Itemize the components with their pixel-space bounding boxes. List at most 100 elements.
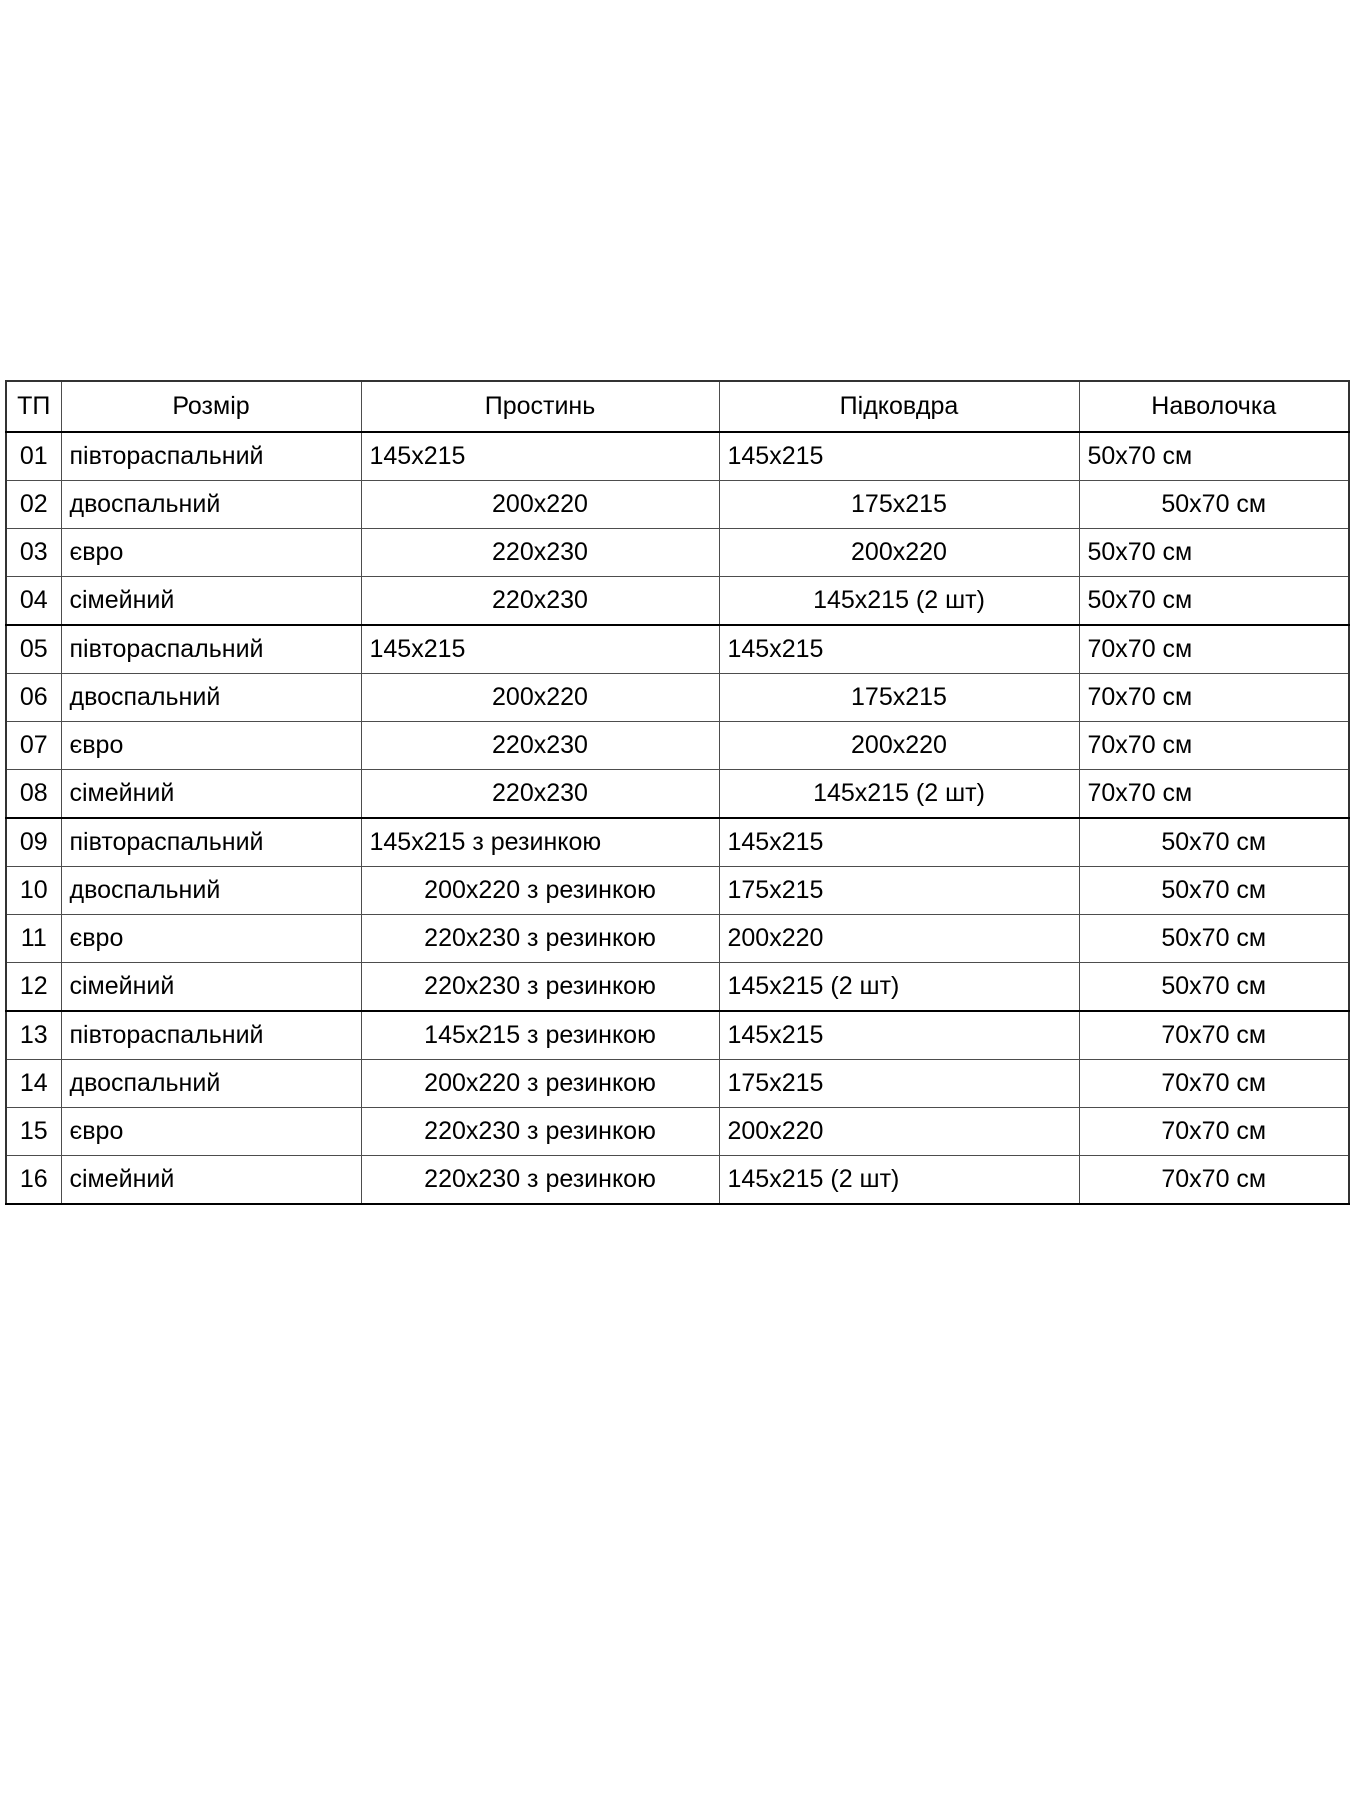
cell-pillow: 70x70 см bbox=[1078, 1107, 1350, 1156]
cell-duvet: 175x215 bbox=[718, 866, 1080, 915]
cell-size: сімейний bbox=[60, 962, 362, 1012]
cell-duvet: 145x215 (2 шт) bbox=[718, 1155, 1080, 1205]
table-header-row: ТП Розмір Простинь Підковдра Наволочка bbox=[5, 380, 1350, 433]
column-header-pillow: Наволочка bbox=[1078, 380, 1350, 433]
cell-duvet: 200x220 bbox=[718, 1107, 1080, 1156]
table-row: 06 двоспальний 200x220 175x215 70x70 см bbox=[5, 673, 1350, 722]
column-header-tp: ТП bbox=[5, 380, 62, 433]
table-row: 16 сімейний 220x230 з резинкою 145x215 (2 ш… bbox=[5, 1155, 1350, 1205]
table-row: 02 двоспальний 200x220 175x215 50x70 см bbox=[5, 480, 1350, 529]
cell-size: двоспальний bbox=[60, 1059, 362, 1108]
cell-duvet: 200x220 bbox=[718, 528, 1080, 577]
cell-tp: 05 bbox=[5, 624, 62, 674]
cell-tp: 11 bbox=[5, 914, 62, 963]
column-header-duvet: Підковдра bbox=[718, 380, 1080, 433]
cell-size: сімейний bbox=[60, 769, 362, 819]
table-row: 01 півтораспальний 145x215 145x215 50x70 см bbox=[5, 431, 1350, 481]
cell-sheet: 220x230 з резинкою bbox=[360, 962, 720, 1012]
cell-pillow: 50x70 см bbox=[1078, 962, 1350, 1012]
cell-tp: 14 bbox=[5, 1059, 62, 1108]
cell-size: півтораспальний bbox=[60, 431, 362, 481]
cell-pillow: 50x70 см bbox=[1078, 431, 1350, 481]
cell-duvet: 175x215 bbox=[718, 1059, 1080, 1108]
cell-pillow: 70x70 см bbox=[1078, 1155, 1350, 1205]
table-row: 08 сімейний 220x230 145x215 (2 шт) 70x70 см bbox=[5, 769, 1350, 819]
cell-tp: 06 bbox=[5, 673, 62, 722]
cell-pillow: 50x70 см bbox=[1078, 528, 1350, 577]
cell-size: півтораспальний bbox=[60, 1010, 362, 1060]
cell-tp: 12 bbox=[5, 962, 62, 1012]
table-row: 15 євро 220x230 з резинкою 200x220 70x70 см bbox=[5, 1107, 1350, 1156]
table-row: 04 сімейний 220x230 145x215 (2 шт) 50x70 см bbox=[5, 576, 1350, 626]
cell-duvet: 200x220 bbox=[718, 721, 1080, 770]
cell-sheet: 220x230 з резинкою bbox=[360, 1155, 720, 1205]
cell-sheet: 145x215 bbox=[360, 624, 720, 674]
bedding-size-table: ТП Розмір Простинь Підковдра Наволочка 0… bbox=[5, 380, 1350, 1205]
cell-tp: 09 bbox=[5, 817, 62, 867]
cell-pillow: 50x70 см bbox=[1078, 866, 1350, 915]
table-row: 03 євро 220x230 200x220 50x70 см bbox=[5, 528, 1350, 577]
cell-duvet: 145x215 (2 шт) bbox=[718, 962, 1080, 1012]
cell-sheet: 220x230 з резинкою bbox=[360, 1107, 720, 1156]
cell-tp: 01 bbox=[5, 431, 62, 481]
cell-duvet: 145x215 bbox=[718, 431, 1080, 481]
cell-sheet: 220x230 bbox=[360, 769, 720, 819]
table-row: 09 півтораспальний 145x215 з резинкою 145x2… bbox=[5, 817, 1350, 867]
cell-sheet: 200x220 bbox=[360, 673, 720, 722]
cell-pillow: 50x70 см bbox=[1078, 817, 1350, 867]
cell-size: сімейний bbox=[60, 576, 362, 626]
cell-sheet: 200x220 з резинкою bbox=[360, 1059, 720, 1108]
cell-sheet: 145x215 з резинкою bbox=[360, 817, 720, 867]
table-row: 14 двоспальний 200x220 з резинкою 175x215 70… bbox=[5, 1059, 1350, 1108]
cell-duvet: 145x215 bbox=[718, 624, 1080, 674]
cell-duvet: 145x215 (2 шт) bbox=[718, 769, 1080, 819]
cell-size: двоспальний bbox=[60, 480, 362, 529]
cell-tp: 03 bbox=[5, 528, 62, 577]
cell-pillow: 50x70 см bbox=[1078, 914, 1350, 963]
cell-duvet: 200x220 bbox=[718, 914, 1080, 963]
cell-size: півтораспальний bbox=[60, 624, 362, 674]
cell-size: євро bbox=[60, 1107, 362, 1156]
cell-pillow: 70x70 см bbox=[1078, 673, 1350, 722]
cell-size: півтораспальний bbox=[60, 817, 362, 867]
cell-size: євро bbox=[60, 721, 362, 770]
cell-size: двоспальний bbox=[60, 673, 362, 722]
cell-duvet: 145x215 (2 шт) bbox=[718, 576, 1080, 626]
cell-sheet: 145x215 bbox=[360, 431, 720, 481]
cell-tp: 07 bbox=[5, 721, 62, 770]
cell-pillow: 50x70 см bbox=[1078, 576, 1350, 626]
cell-pillow: 70x70 см bbox=[1078, 721, 1350, 770]
table-body: 01 півтораспальний 145x215 145x215 50x70 см 0… bbox=[5, 431, 1350, 1205]
cell-pillow: 70x70 см bbox=[1078, 1010, 1350, 1060]
cell-size: сімейний bbox=[60, 1155, 362, 1205]
table-row: 13 півтораспальний 145x215 з резинкою 145x2… bbox=[5, 1010, 1350, 1060]
size-table-container: ТП Розмір Простинь Підковдра Наволочка 0… bbox=[5, 380, 1350, 1205]
cell-sheet: 220x230 bbox=[360, 576, 720, 626]
table-row: 12 сімейний 220x230 з резинкою 145x215 (2 ш… bbox=[5, 962, 1350, 1012]
table-row: 05 півтораспальний 145x215 145x215 70x70 см bbox=[5, 624, 1350, 674]
cell-duvet: 145x215 bbox=[718, 817, 1080, 867]
cell-tp: 08 bbox=[5, 769, 62, 819]
cell-sheet: 200x220 bbox=[360, 480, 720, 529]
cell-sheet: 145x215 з резинкою bbox=[360, 1010, 720, 1060]
cell-pillow: 70x70 см bbox=[1078, 624, 1350, 674]
cell-sheet: 220x230 bbox=[360, 721, 720, 770]
cell-duvet: 175x215 bbox=[718, 480, 1080, 529]
cell-duvet: 145x215 bbox=[718, 1010, 1080, 1060]
cell-pillow: 70x70 см bbox=[1078, 1059, 1350, 1108]
cell-sheet: 200x220 з резинкою bbox=[360, 866, 720, 915]
table-header: ТП Розмір Простинь Підковдра Наволочка bbox=[5, 380, 1350, 433]
table-row: 10 двоспальний 200x220 з резинкою 175x215 50… bbox=[5, 866, 1350, 915]
cell-size: євро bbox=[60, 914, 362, 963]
cell-sheet: 220x230 bbox=[360, 528, 720, 577]
cell-sheet: 220x230 з резинкою bbox=[360, 914, 720, 963]
column-header-size: Розмір bbox=[60, 380, 362, 433]
cell-pillow: 70x70 см bbox=[1078, 769, 1350, 819]
cell-pillow: 50x70 см bbox=[1078, 480, 1350, 529]
cell-size: євро bbox=[60, 528, 362, 577]
cell-tp: 16 bbox=[5, 1155, 62, 1205]
cell-tp: 10 bbox=[5, 866, 62, 915]
column-header-sheet: Простинь bbox=[360, 380, 720, 433]
cell-tp: 13 bbox=[5, 1010, 62, 1060]
